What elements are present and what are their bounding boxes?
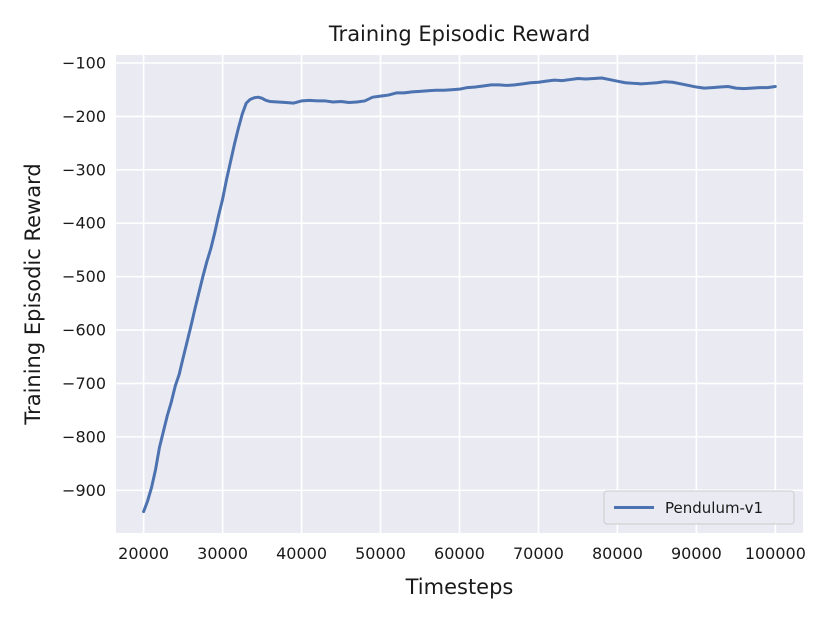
y-tick-label: −600 [62,321,106,340]
y-tick-label: −200 [62,107,106,126]
chart-title: Training Episodic Reward [328,22,590,46]
x-tick-label: 70000 [513,544,564,563]
x-tick-label: 80000 [592,544,643,563]
y-tick-label: −900 [62,481,106,500]
y-tick-label: −400 [62,214,106,233]
y-tick-label: −100 [62,54,106,73]
legend: Pendulum-v1 [603,490,795,525]
x-tick-label: 100000 [745,544,806,563]
series-line-0 [142,76,777,514]
x-tick-label: 30000 [197,544,248,563]
y-tick-label: −700 [62,374,106,393]
y-tick-label: −500 [62,267,106,286]
x-tick-label: 60000 [434,544,485,563]
x-tick-label: 90000 [671,544,722,563]
grid-lines [116,55,803,533]
x-tick-label: 20000 [118,544,169,563]
series-layer [142,76,777,514]
x-tick-label: 50000 [355,544,406,563]
y-tick-label: −800 [62,427,106,446]
y-axis-label: Training Episodic Reward [21,163,45,425]
x-tick-label: 40000 [276,544,327,563]
legend-label-pendulum: Pendulum-v1 [665,499,763,517]
x-axis-ticks: 20000 30000 40000 50000 60000 70000 80000 90000… [118,544,806,563]
legend-box [603,490,795,525]
x-axis-label: Timesteps [405,575,514,599]
y-axis-ticks: −900 −800 −700 −600 −500 −400 −300 −200 −100 [62,54,106,500]
y-tick-label: −300 [62,160,106,179]
